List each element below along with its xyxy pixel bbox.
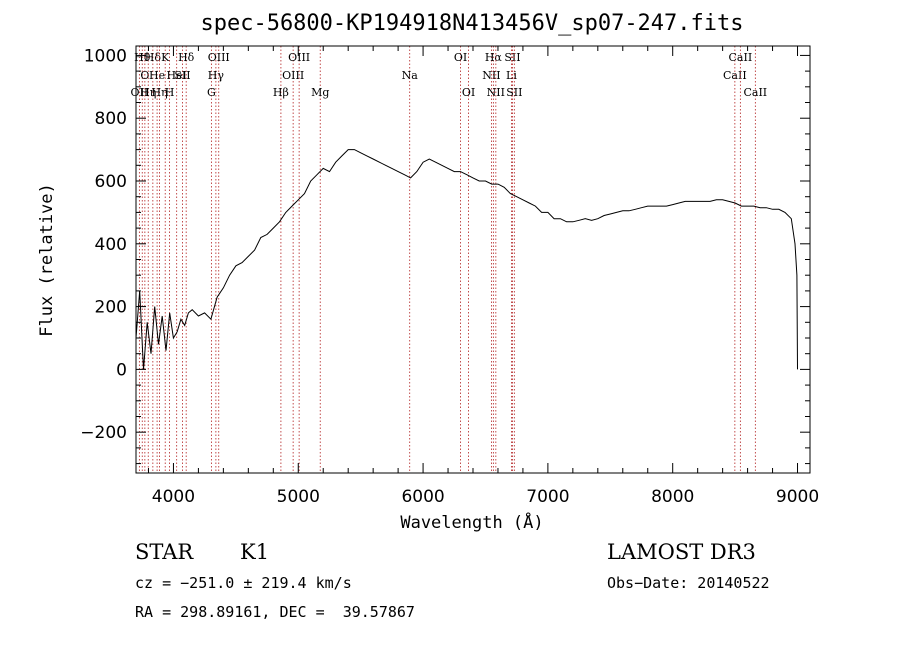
y-tick-label: 0 <box>116 360 127 380</box>
line-label: K <box>161 51 170 64</box>
line-label: O <box>140 69 149 82</box>
x-axis: 4000 5000 6000 7000 8000 9000 <box>147 46 819 507</box>
line-label: OIII <box>282 69 304 82</box>
line-label: Hη <box>151 86 167 99</box>
y-tick-label: 400 <box>95 235 127 255</box>
line-label: Hδ <box>145 51 162 64</box>
line-label: NII <box>482 69 500 82</box>
survey-name: LAMOST DR3 <box>607 540 756 564</box>
x-tick-label: 8000 <box>651 487 694 507</box>
line-label: OIII <box>208 51 230 64</box>
line-label: Hγ <box>208 69 225 82</box>
y-tick-label: 200 <box>95 298 127 318</box>
x-tick-label: 4000 <box>152 487 195 507</box>
line-label: G <box>207 86 216 99</box>
line-label: OII <box>131 86 149 99</box>
x-tick-label: 6000 <box>401 487 444 507</box>
object-class: STAR <box>135 540 194 564</box>
line-label: OI <box>454 51 467 64</box>
line-label: CaII <box>729 51 753 64</box>
line-label: Hδ <box>178 51 195 64</box>
line-label: HeI <box>166 69 186 82</box>
line-label: Hβ <box>273 86 289 99</box>
spectrum-series <box>135 149 798 370</box>
y-tick-label: 800 <box>95 109 127 129</box>
x-axis-label: Wavelength (Å) <box>400 511 543 533</box>
ra-dec-text: RA = 298.89161, DEC = 39.57867 <box>135 603 415 621</box>
emission-lines: OIIHθOHηHδHeHηKHHeISIIHδGHγOIIIHβOIIIOII… <box>131 46 767 473</box>
y-axis: −200 0 200 400 600 800 1000 <box>80 46 810 465</box>
line-label: Hα <box>485 51 503 64</box>
line-label: OIII <box>288 51 310 64</box>
y-tick-label: −200 <box>80 423 127 443</box>
y-axis-label: Flux (relative) <box>37 183 57 337</box>
line-label: CaII <box>743 86 767 99</box>
x-tick-label: 5000 <box>277 487 320 507</box>
spectrum-line <box>135 149 798 370</box>
chart-title: spec-56800-KP194918N413456V_sp07-247.fit… <box>200 11 743 36</box>
line-label: SII <box>174 69 190 82</box>
line-label: CaII <box>723 69 747 82</box>
redshift-text: cz = −251.0 ± 219.4 km/s <box>135 574 352 592</box>
line-label: Li <box>506 69 517 82</box>
line-label: Hθ <box>134 51 151 64</box>
y-tick-label: 600 <box>95 172 127 192</box>
line-label: Na <box>402 69 419 82</box>
x-tick-label: 7000 <box>526 487 569 507</box>
line-label: NII <box>487 86 505 99</box>
line-label: Mg <box>311 86 329 99</box>
line-label: SII <box>506 86 522 99</box>
y-tick-label: 1000 <box>84 46 127 66</box>
x-tick-label: 9000 <box>776 487 819 507</box>
plot-frame <box>135 45 811 474</box>
obs-date: Obs−Date: 20140522 <box>607 574 770 592</box>
line-label: OI <box>462 86 475 99</box>
line-label: SII <box>504 51 520 64</box>
line-label: H <box>165 86 175 99</box>
line-label: He <box>149 69 165 82</box>
object-subclass: K1 <box>240 540 270 564</box>
line-label: Hη <box>140 86 156 99</box>
